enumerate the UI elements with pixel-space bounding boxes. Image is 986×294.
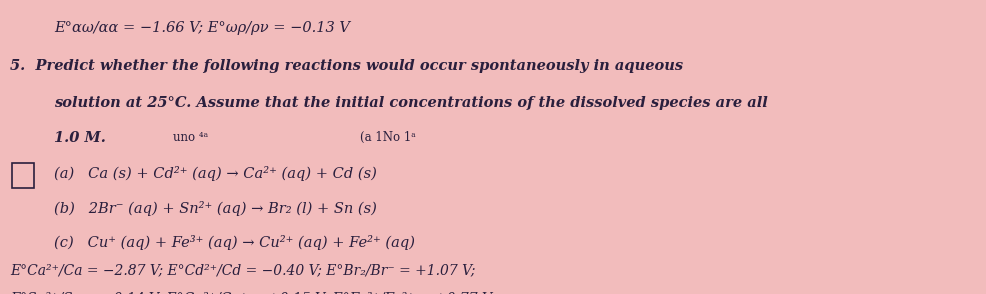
Text: 1.0 M.: 1.0 M.	[54, 131, 106, 145]
Text: solution at 25°C. Assume that the initial concentrations of the dissolved specie: solution at 25°C. Assume that the initia…	[54, 96, 767, 111]
Text: (b)   2Br⁻ (aq) + Sn²⁺ (aq) → Br₂ (l) + Sn (s): (b) 2Br⁻ (aq) + Sn²⁺ (aq) → Br₂ (l) + Sn…	[54, 201, 377, 216]
Text: E°Ca²⁺/Ca = −2.87 V; E°Cd²⁺/Cd = −0.40 V; E°Br₂/Br⁻ = +1.07 V;: E°Ca²⁺/Ca = −2.87 V; E°Cd²⁺/Cd = −0.40 V…	[10, 263, 475, 277]
Text: (c)   Cu⁺ (aq) + Fe³⁺ (aq) → Cu²⁺ (aq) + Fe²⁺ (aq): (c) Cu⁺ (aq) + Fe³⁺ (aq) → Cu²⁺ (aq) + F…	[54, 235, 415, 250]
Text: E°Sn²⁺/Sn = −0.14 V; E°Cu²⁺/Cu⁺ = +0.15 V; E°Fe³⁺/Fe²⁺ = +0.77 V: E°Sn²⁺/Sn = −0.14 V; E°Cu²⁺/Cu⁺ = +0.15 …	[10, 291, 491, 294]
Text: uno ⁴ᵃ: uno ⁴ᵃ	[173, 131, 208, 144]
Bar	[12, 163, 34, 188]
Text: (a)   Ca (s) + Cd²⁺ (aq) → Ca²⁺ (aq) + Cd (s): (a) Ca (s) + Cd²⁺ (aq) → Ca²⁺ (aq) + Cd …	[54, 166, 377, 181]
Text: E°αω/αα = −1.66 V; E°ωρ/ρν = −0.13 V: E°αω/αα = −1.66 V; E°ωρ/ρν = −0.13 V	[54, 21, 350, 35]
Text: (a 1No 1ᵃ: (a 1No 1ᵃ	[360, 131, 415, 144]
Text: 5.  Predict whether the following reactions would occur spontaneously in aqueous: 5. Predict whether the following reactio…	[10, 59, 682, 73]
